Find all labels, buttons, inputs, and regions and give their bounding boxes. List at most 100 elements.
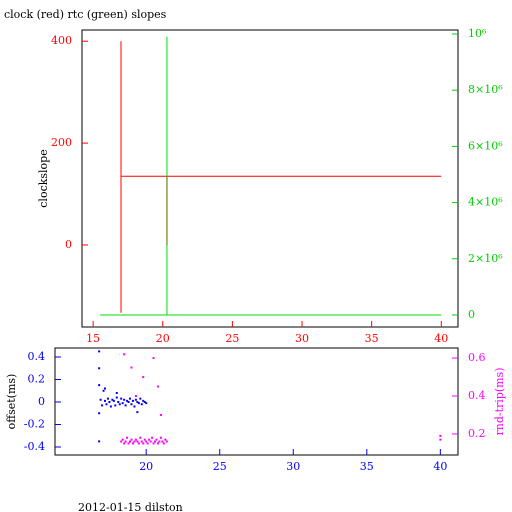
chart-title: clock (red) rtc (green) slopes xyxy=(4,8,167,21)
point xyxy=(439,434,442,437)
y-axis-label: clockslope xyxy=(37,149,50,207)
y2-tick-label: 10⁶ xyxy=(468,27,487,40)
point xyxy=(142,399,145,402)
point xyxy=(134,394,137,397)
point xyxy=(152,357,155,360)
point xyxy=(104,399,107,402)
point xyxy=(143,438,146,441)
point xyxy=(134,398,137,401)
point xyxy=(133,405,136,408)
point xyxy=(137,402,140,405)
point xyxy=(136,401,139,404)
point xyxy=(136,411,139,414)
y2-axis-label: rnd-trip(ms) xyxy=(493,368,506,436)
point xyxy=(159,413,162,416)
point xyxy=(151,436,154,439)
point xyxy=(145,402,148,405)
point xyxy=(123,353,126,356)
point xyxy=(98,384,101,387)
point xyxy=(112,399,115,402)
x-tick-label: 40 xyxy=(434,332,448,345)
y-tick-label: 0 xyxy=(38,395,45,408)
point xyxy=(439,438,442,441)
point xyxy=(145,440,148,443)
point xyxy=(143,401,146,404)
point xyxy=(142,376,145,379)
point xyxy=(152,442,155,445)
point xyxy=(111,398,114,401)
point xyxy=(139,397,142,400)
point xyxy=(114,404,117,407)
point xyxy=(130,366,133,369)
x-tick-label: 20 xyxy=(139,460,153,473)
y-tick-label: 200 xyxy=(51,136,72,149)
point xyxy=(134,438,137,441)
point xyxy=(108,401,111,404)
point xyxy=(127,401,130,404)
point xyxy=(161,440,164,443)
x-tick-label: 30 xyxy=(295,332,309,345)
point xyxy=(102,389,105,392)
y2-tick-label: 6×10⁶ xyxy=(468,139,503,152)
point xyxy=(109,405,112,408)
y2-tick-label: 0.6 xyxy=(468,351,486,364)
point xyxy=(154,440,157,443)
point xyxy=(98,350,101,353)
footer: 2012-01-15 dilston xyxy=(78,501,183,512)
point xyxy=(137,442,140,445)
point xyxy=(155,438,158,441)
point xyxy=(98,440,101,443)
y-tick-label: -0.4 xyxy=(24,440,45,453)
y2-tick-label: 0.4 xyxy=(468,389,486,402)
plot-frame xyxy=(54,347,459,456)
point xyxy=(140,440,143,443)
point xyxy=(126,399,129,402)
point xyxy=(106,397,109,400)
y-tick-label: -0.2 xyxy=(24,418,45,431)
point xyxy=(131,442,134,445)
y-tick-label: 0.4 xyxy=(28,350,46,363)
point xyxy=(115,396,118,399)
point xyxy=(136,440,139,443)
point xyxy=(98,412,101,415)
series-line xyxy=(100,36,442,316)
point xyxy=(124,404,127,407)
y2-tick-label: 4×10⁶ xyxy=(468,196,503,209)
y2-tick-label: 8×10⁶ xyxy=(468,83,503,96)
point xyxy=(148,438,151,441)
x-tick-label: 25 xyxy=(225,332,239,345)
y-tick-label: 0 xyxy=(65,238,72,251)
x-tick-label: 15 xyxy=(86,332,100,345)
point xyxy=(156,442,159,445)
point xyxy=(126,436,129,439)
y-tick-label: 0.2 xyxy=(28,373,46,386)
point xyxy=(118,403,121,406)
point xyxy=(123,398,126,401)
x-tick-label: 40 xyxy=(433,460,447,473)
point xyxy=(127,442,130,445)
y2-tick-label: 2×10⁶ xyxy=(468,252,503,265)
point xyxy=(123,442,126,445)
point xyxy=(121,402,124,405)
point xyxy=(120,397,123,400)
point xyxy=(146,442,149,445)
point xyxy=(98,367,101,370)
point xyxy=(130,438,133,441)
y2-tick-label: 0.2 xyxy=(468,427,486,440)
point xyxy=(165,440,168,443)
point xyxy=(140,403,143,406)
point xyxy=(158,440,161,443)
point xyxy=(131,399,134,402)
point xyxy=(101,404,104,407)
x-tick-label: 35 xyxy=(360,460,374,473)
x-tick-label: 20 xyxy=(156,332,170,345)
point xyxy=(129,397,132,400)
point xyxy=(142,442,145,445)
point xyxy=(115,392,118,395)
point xyxy=(105,403,108,406)
point xyxy=(130,403,133,406)
point xyxy=(159,436,162,439)
y-tick-label: 400 xyxy=(51,34,72,47)
